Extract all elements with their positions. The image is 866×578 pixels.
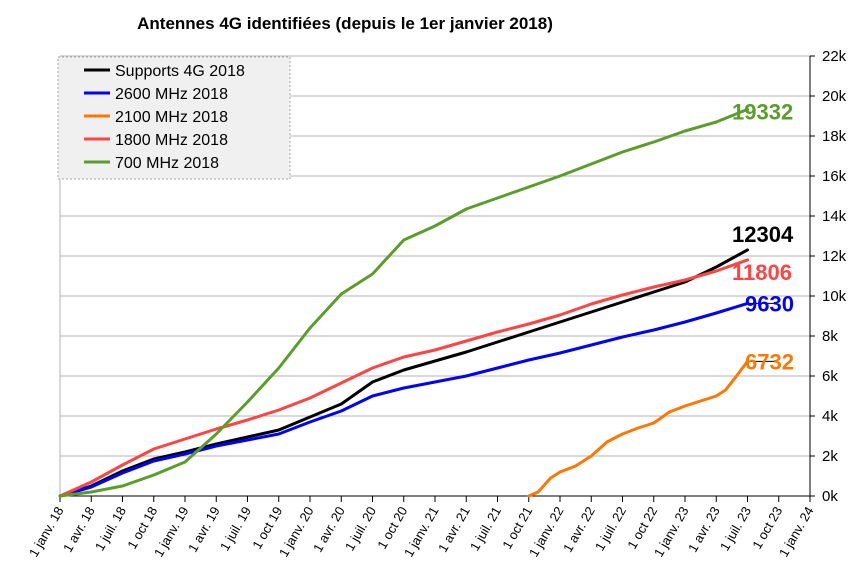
y-tick-label: 16k [822,168,847,185]
legend: Supports 4G 2018 2600 MHz 2018 2100 MHz 20… [57,56,291,180]
y-tick-label: 6k [822,368,838,385]
legend-label: Supports 4G 2018 [115,63,245,80]
series-line-0 [58,248,749,498]
end-label: 9630 [745,291,794,316]
end-label: 19332 [732,99,793,124]
series-line-3 [58,258,749,498]
series-line-1 [58,301,749,498]
series-line-2 [527,359,749,498]
legend-box [57,56,291,180]
series-line-4 [58,107,749,498]
end-labels: 12304 9630 6732 11806 19332 [732,99,794,374]
x-tick-label: 1 janv. 18 [26,504,67,559]
y-tick-label: 4k [822,408,838,425]
x-axis: 1 janv. 181 avr. 181 juil. 181 oct 181 j… [26,495,817,559]
y-tick-label: 22k [822,48,847,65]
y-tick-label: 18k [822,128,847,145]
y-tick-label: 2k [822,448,838,465]
series-lines [58,107,749,498]
chart-title: Antennes 4G identifiées (depuis le 1er j… [137,14,553,33]
y-tick-label: 10k [822,288,847,305]
legend-label: 1800 MHz 2018 [115,132,228,149]
end-label: 12304 [732,222,794,247]
y-tick-label: 0k [822,488,838,505]
y-tick-label: 20k [822,88,847,105]
legend-label: 2100 MHz 2018 [115,109,228,126]
y-tick-label: 12k [822,248,847,265]
legend-label: 2600 MHz 2018 [115,86,228,103]
end-label: 6732 [745,349,794,374]
end-label: 11806 [732,260,792,285]
legend-label: 700 MHz 2018 [115,155,219,172]
y-axis: 0k 2k 4k 6k 8k 10k 12k 14k 16k 18k 20k 22k [809,48,847,505]
y-tick-label: 8k [822,328,838,345]
y-tick-label: 14k [822,208,847,225]
